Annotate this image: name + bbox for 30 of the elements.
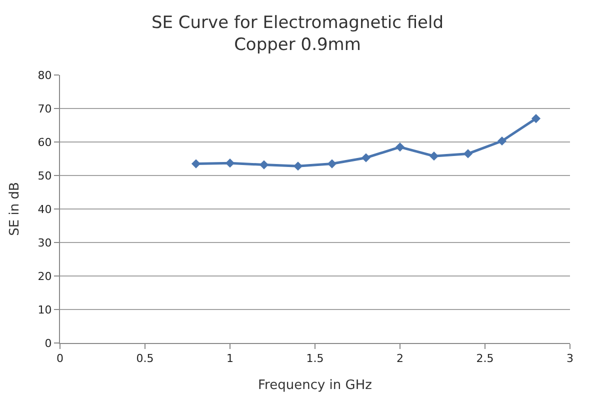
x-tick-label: 2 (396, 352, 404, 366)
x-axis-title: Frequency in GHz (258, 378, 372, 393)
chart-title: SE Curve for Electromagnetic field Copper 0.9mm (151, 13, 444, 56)
point (327, 159, 337, 168)
point (497, 136, 507, 146)
point (259, 160, 269, 170)
y-tick-label: 50 (38, 169, 52, 182)
y-tick-label: 0 (44, 336, 52, 350)
x-tick-label: 0 (56, 352, 64, 366)
y-tick-label: 60 (38, 136, 52, 149)
point (225, 158, 235, 168)
y-tick-label: 30 (38, 236, 52, 250)
x-tick-label: 3 (566, 352, 574, 366)
point (361, 153, 371, 162)
y-tick-label: 70 (38, 102, 52, 116)
y-tick-label: 40 (38, 202, 52, 216)
point (429, 152, 439, 161)
y-tick-label: 10 (38, 303, 52, 316)
y-tick-label: 80 (38, 68, 52, 82)
x-tick-label: 2.5 (476, 352, 494, 366)
point (293, 162, 303, 171)
y-tick-label: 20 (38, 270, 52, 283)
x-tick-label: 1.5 (306, 352, 324, 366)
point (191, 159, 201, 168)
x-tick-label: 0.5 (136, 352, 154, 366)
y-axis-title: SE in dB (8, 182, 23, 236)
point (531, 114, 541, 124)
point (463, 149, 473, 158)
point (395, 142, 405, 152)
x-tick-label: 1 (226, 352, 234, 366)
